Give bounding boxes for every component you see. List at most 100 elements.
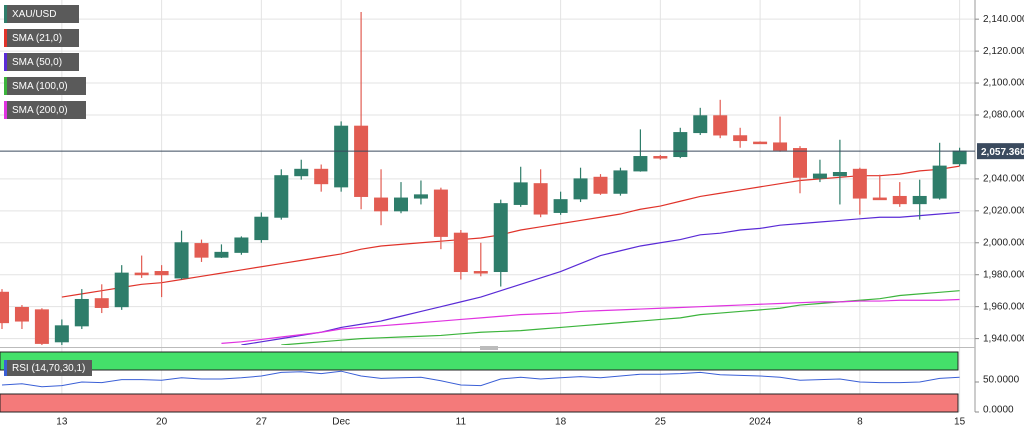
- candle-body: [294, 168, 309, 177]
- candle-body: [952, 150, 967, 165]
- price-plot: [0, 11, 967, 345]
- candle-body: [254, 216, 269, 241]
- legend-swatch: [4, 29, 7, 47]
- candle-body: [374, 197, 389, 212]
- candle-body: [832, 172, 847, 177]
- legend-swatch: [4, 77, 7, 95]
- candle-body: [852, 168, 867, 199]
- candle-body: [493, 203, 508, 273]
- candle-body: [234, 237, 249, 253]
- y-tick-label: 1,940.000: [983, 333, 1024, 344]
- price-tag: [977, 143, 1024, 160]
- candle-body: [74, 298, 89, 327]
- legend-box: [4, 5, 79, 23]
- legend-swatch: [4, 53, 7, 71]
- x-tick-label: 18: [555, 417, 567, 428]
- candle-body: [413, 194, 428, 199]
- legend-item: SMA (100,0): [4, 77, 86, 95]
- x-tick-label: 25: [655, 417, 667, 428]
- rsi-legend: RSI (14,70,30,1): [4, 360, 92, 376]
- candle-body: [174, 242, 189, 279]
- legend-box: [4, 53, 79, 71]
- candle-body: [54, 325, 69, 343]
- candle-body: [34, 309, 49, 344]
- candle-body: [932, 165, 947, 199]
- candle-body: [892, 195, 907, 205]
- candle-body: [553, 199, 568, 213]
- sma-line: [221, 298, 960, 345]
- legend-label: SMA (50,0): [12, 57, 62, 68]
- candle-body: [14, 306, 29, 322]
- candle-body: [713, 115, 728, 136]
- y-tick-label: 2,000.000: [983, 237, 1024, 248]
- candle-body: [94, 298, 109, 308]
- x-tick-label: 15: [954, 417, 966, 428]
- overbought-band: [0, 351, 959, 371]
- candle-body: [134, 272, 149, 276]
- candle-body: [114, 272, 129, 308]
- x-tick-label: 2024: [749, 417, 772, 428]
- legend-label: XAU/USD: [12, 9, 56, 20]
- y-tick-label: 2,080.000: [983, 110, 1024, 121]
- candle-body: [733, 135, 748, 142]
- y-tick-label: 2,120.000: [983, 46, 1024, 57]
- legend-item: SMA (200,0): [4, 101, 86, 119]
- y-tick-label: 1,980.000: [983, 269, 1024, 280]
- candle-body: [812, 173, 827, 179]
- legend-box: [4, 101, 86, 119]
- candle-body: [473, 271, 488, 274]
- legend-swatch: [4, 360, 7, 376]
- candle-body: [334, 125, 349, 188]
- candle-body: [753, 141, 768, 145]
- legend-label: SMA (100,0): [12, 81, 68, 92]
- x-tick-label: Dec: [332, 417, 350, 428]
- candle-body: [314, 168, 329, 185]
- candle-body: [912, 195, 927, 205]
- y-tick-label: 0.0000: [983, 405, 1014, 416]
- candle-body: [433, 189, 448, 237]
- sma-line: [281, 290, 960, 345]
- candle-body: [513, 182, 528, 205]
- candle-body: [613, 170, 628, 194]
- candle-body: [793, 148, 807, 178]
- candle-body: [872, 197, 887, 201]
- legend-label: SMA (200,0): [12, 105, 68, 116]
- legend-box: [4, 360, 92, 376]
- sma-line: [241, 211, 960, 345]
- x-tick-label: 11: [456, 417, 467, 428]
- candle-body: [214, 251, 229, 258]
- candle-body: [154, 271, 169, 276]
- candle-body: [773, 142, 788, 151]
- price-tag-label: 2,057.360: [981, 147, 1024, 158]
- divider-handle: [480, 346, 498, 350]
- legend-item: XAU/USD: [4, 5, 79, 23]
- oversold-band: [0, 393, 959, 413]
- y-tick-label: 50.0000: [983, 375, 1020, 386]
- y-tick-label: 2,020.000: [983, 205, 1024, 216]
- candle-body: [194, 243, 209, 258]
- candle-body: [354, 125, 369, 197]
- x-tick-label: 13: [56, 417, 68, 428]
- candle-body: [394, 197, 408, 212]
- legend-swatch: [4, 5, 7, 23]
- candle-body: [593, 176, 608, 194]
- candle-body: [274, 175, 289, 218]
- y-tick-label: 1,960.000: [983, 301, 1024, 312]
- candle-body: [653, 156, 668, 159]
- candle-body: [0, 291, 9, 324]
- candle-body: [573, 178, 588, 200]
- rsi-line: [1, 370, 960, 388]
- candle-body: [693, 115, 708, 134]
- legend-swatch: [4, 101, 7, 119]
- x-tick-label: 8: [857, 417, 863, 428]
- sma-line: [61, 165, 960, 298]
- legend-box: [4, 29, 79, 47]
- y-tick-label: 2,140.000: [983, 14, 1024, 25]
- candle-body: [453, 232, 468, 273]
- legend-item: SMA (21,0): [4, 29, 79, 47]
- candle-body: [673, 132, 688, 158]
- legend-box: [4, 77, 86, 95]
- legend-label: RSI (14,70,30,1): [12, 363, 85, 374]
- x-tick-label: 20: [156, 417, 168, 428]
